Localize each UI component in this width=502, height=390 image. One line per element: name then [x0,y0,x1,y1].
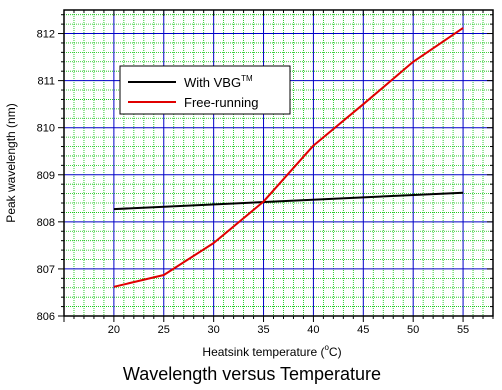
y-tick-label: 806 [37,311,55,323]
y-tick-label: 812 [37,29,55,41]
x-tick-label: 30 [208,324,220,336]
y-tick-label: 807 [37,264,55,276]
series-layer [113,27,464,288]
minor-grid [64,10,494,316]
chart-title: Wavelength versus Temperature [123,364,381,384]
x-tick-label: 40 [307,324,319,336]
y-tick-label: 810 [37,123,55,135]
x-axis: 20 25 30 35 40 45 50 55 [63,10,494,336]
y-axis: 806 807 808 809 810 811 812 [37,14,493,323]
major-grid [64,10,493,317]
y-tick-label: 811 [37,76,55,88]
legend-label-free-running: Free-running [184,95,258,110]
legend: With VBGTM Free-running [119,65,291,115]
x-tick-label: 35 [257,324,269,336]
legend-label-with-vbg: With VBGTM [184,74,253,90]
x-tick-label: 25 [158,324,170,336]
legend-box [119,65,291,115]
x-tick-label: 20 [108,324,120,336]
y-tick-label: 809 [37,170,55,182]
x-tick-label: 45 [357,324,369,336]
y-tick-label: 808 [37,217,55,229]
x-tick-label: 55 [457,324,469,336]
plot-frame [63,9,494,317]
y-axis-label: Peak wavelength (nm) [4,103,18,222]
series-line-with-vbg [113,191,464,211]
x-axis-label: Heatsink temperature (oC) [202,343,341,359]
x-tick-label: 50 [407,324,419,336]
series-line-free-running [113,27,464,288]
